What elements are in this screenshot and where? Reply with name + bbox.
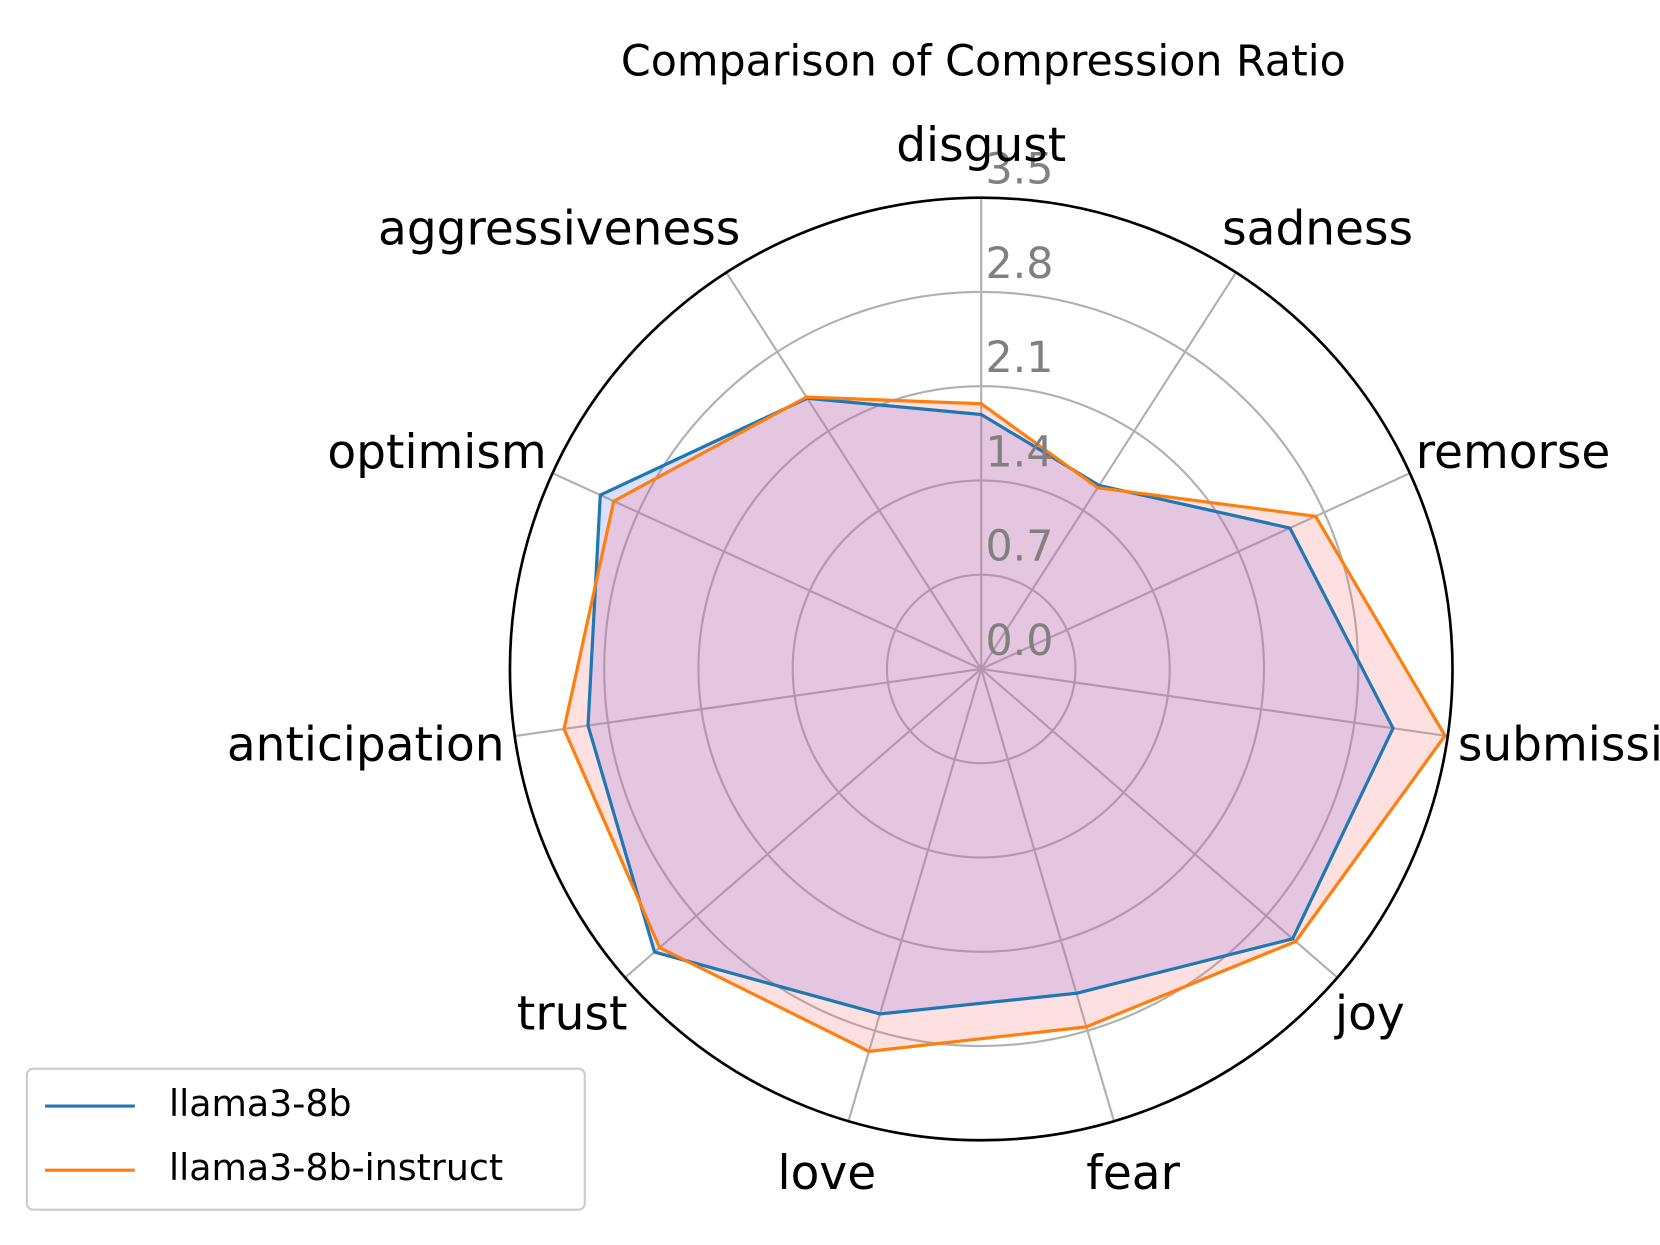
- series-area: [588, 398, 1394, 1014]
- legend-box: [25, 1067, 586, 1211]
- r-tick-label: 3.5: [985, 145, 1053, 195]
- category-label: aggressiveness: [378, 201, 740, 256]
- spoke: [980, 668, 1339, 979]
- category-label: fear: [1086, 1146, 1180, 1201]
- category-label: trust: [517, 986, 628, 1041]
- series-area: [564, 397, 1446, 1052]
- category-label: anticipation: [227, 717, 505, 772]
- r-tick-label: 2.8: [985, 239, 1053, 289]
- spoke: [980, 271, 1237, 670]
- category-label: disgust: [896, 118, 1066, 173]
- spoke: [981, 667, 1448, 738]
- category-label: submission: [1458, 717, 1660, 772]
- category-label: remorse: [1416, 425, 1611, 480]
- category-label: love: [778, 1146, 877, 1201]
- category-label: optimism: [327, 425, 546, 480]
- spoke: [552, 472, 982, 670]
- category-label: sadness: [1222, 201, 1413, 256]
- chart-title: Comparison of Compression Ratio: [621, 37, 1346, 87]
- spoke: [980, 472, 1411, 670]
- r-tick-label: 2.1: [985, 333, 1053, 383]
- spoke: [847, 668, 983, 1122]
- series-line: [562, 395, 1447, 1054]
- legend: llama3-8b llama3-8b-instruct: [25, 1067, 586, 1211]
- outer-ring: [508, 196, 1454, 1142]
- spoke: [624, 668, 982, 979]
- r-tick-label: 0.7: [985, 522, 1053, 572]
- category-label: joy: [1334, 986, 1405, 1041]
- spoke: [725, 271, 983, 670]
- spoke: [980, 668, 1116, 1122]
- r-tick-label: 0.0: [985, 616, 1053, 666]
- spoke: [514, 667, 982, 738]
- legend-label: llama3-8b: [169, 1082, 351, 1125]
- r-tick-label: 1.4: [985, 427, 1053, 477]
- legend-label: llama3-8b-instruct: [169, 1146, 503, 1189]
- series-line: [586, 396, 1395, 1016]
